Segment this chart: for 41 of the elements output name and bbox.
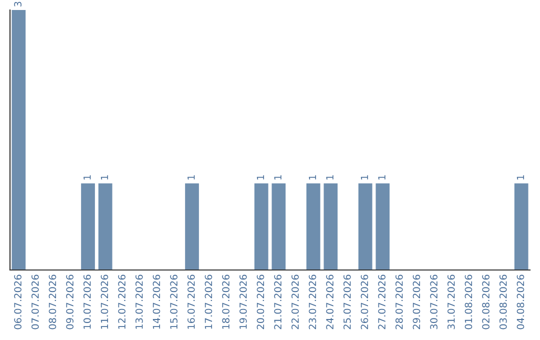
x-tick-label: 04.08.2026 <box>516 274 524 330</box>
x-tick-label: 16.07.2026 <box>187 274 195 329</box>
x-tick-label: 11.07.2026 <box>100 274 108 329</box>
x-tick-label: 29.07.2026 <box>412 274 420 330</box>
x-tick-label: 03.08.2026 <box>499 274 507 330</box>
data-label: 1 <box>100 175 108 180</box>
x-tick-label: 15.07.2026 <box>170 274 178 329</box>
data-label: 1 <box>326 175 334 180</box>
x-tick-label: 12.07.2026 <box>118 274 126 329</box>
x-tick-label: 10.07.2026 <box>83 274 91 329</box>
x-tick-label: 13.07.2026 <box>135 274 143 329</box>
x-tick-label: 07.07.2026 <box>31 274 39 330</box>
x-tick-label: 14.07.2026 <box>152 274 160 329</box>
x-tick-label: 21.07.2026 <box>274 274 282 330</box>
x-tick-label: 02.08.2026 <box>482 274 490 330</box>
x-tick-label: 28.07.2026 <box>395 274 403 330</box>
x-tick-label: 22.07.2026 <box>291 274 299 330</box>
data-label: 1 <box>516 175 524 180</box>
x-tick-label: 27.07.2026 <box>378 274 386 330</box>
x-tick-label: 20.07.2026 <box>256 274 264 330</box>
x-tick-label: 18.07.2026 <box>222 274 230 329</box>
data-label: 1 <box>84 175 91 180</box>
x-tick-label: 26.07.2026 <box>360 274 368 330</box>
x-tick-label: 06.07.2026 <box>14 274 22 330</box>
x-tick-label: 09.07.2026 <box>66 274 74 330</box>
data-label: 1 <box>360 175 368 180</box>
data-label: 1 <box>274 175 282 180</box>
x-tick-label: 01.08.2026 <box>464 274 472 330</box>
data-label: 1 <box>378 175 386 180</box>
x-tick-label: 31.07.2026 <box>447 274 455 330</box>
data-label: 1 <box>256 175 264 180</box>
x-tick-label: 19.07.2026 <box>239 274 247 329</box>
data-label: 3 <box>14 2 22 6</box>
data-label: 1 <box>188 175 195 180</box>
x-tick-label: 24.07.2026 <box>326 274 334 330</box>
x-tick-label: 08.07.2026 <box>48 274 56 330</box>
x-tick-label: 23.07.2026 <box>308 274 316 330</box>
x-tick-label: 25.07.2026 <box>343 274 351 330</box>
data-label: 1 <box>308 175 316 180</box>
x-tick-label: 17.07.2026 <box>204 274 212 329</box>
x-tick-label: 30.07.2026 <box>430 274 438 330</box>
